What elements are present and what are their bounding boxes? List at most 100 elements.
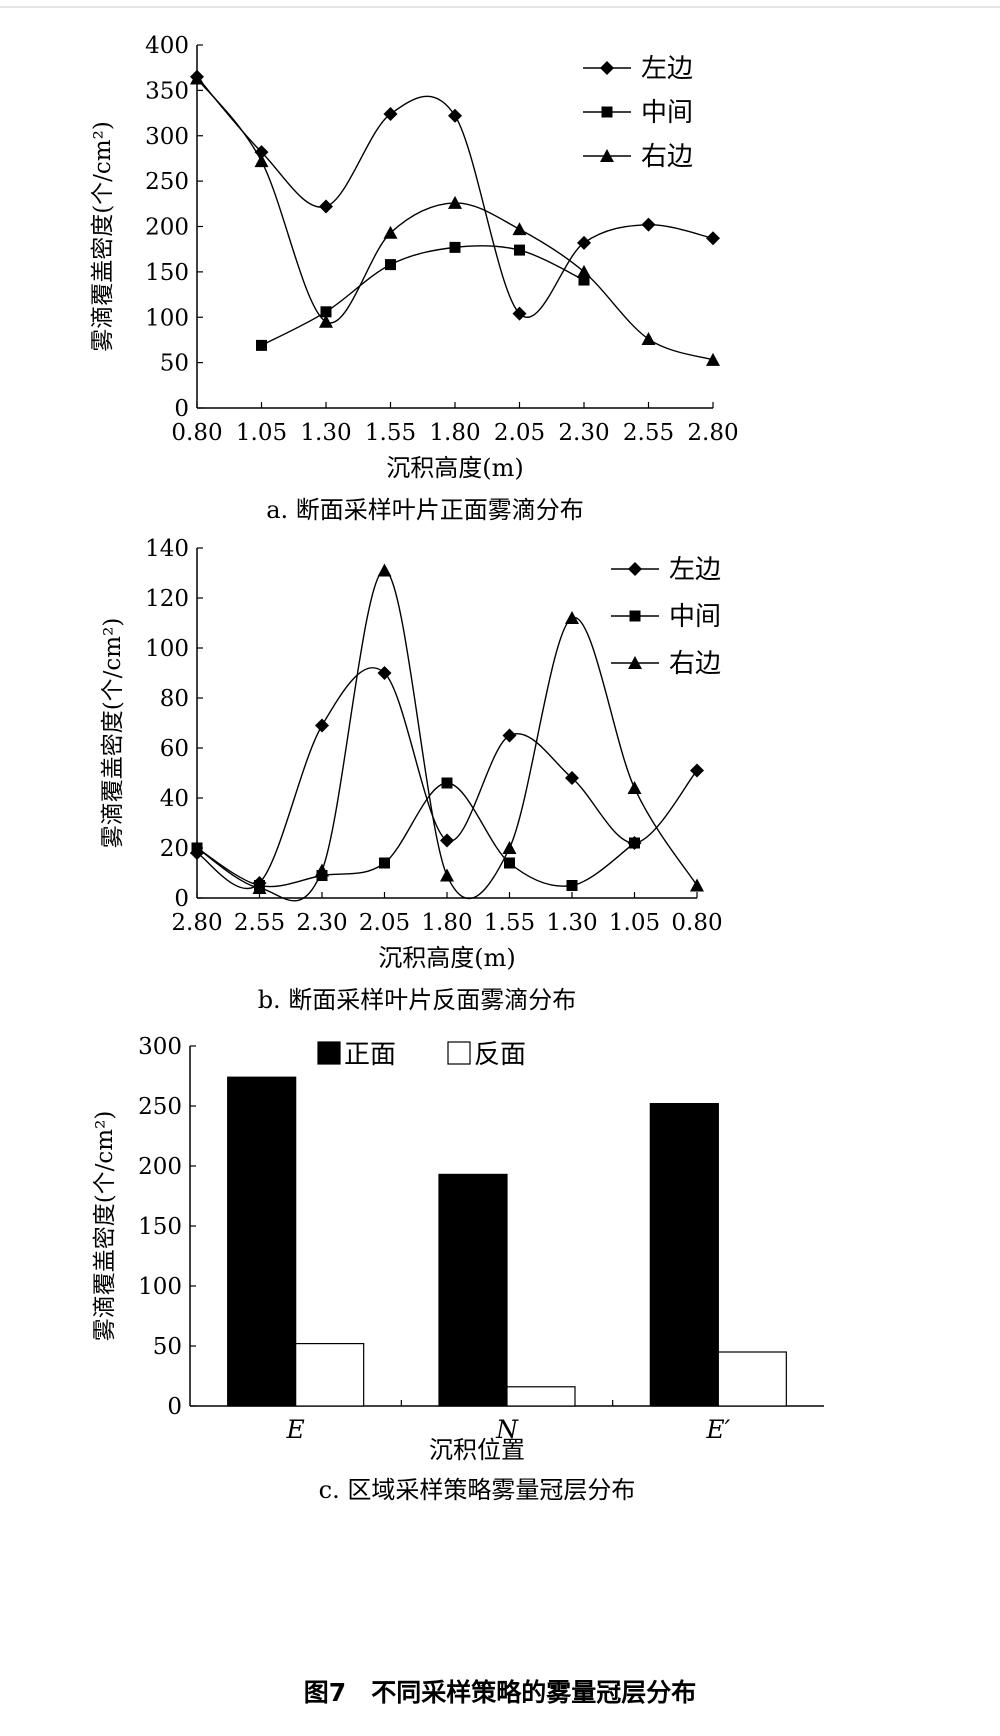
y-tick-label: 300 [145, 124, 189, 150]
x-tick-label: 1.55 [484, 910, 535, 936]
y-tick-label: 0 [167, 1394, 182, 1420]
data-point [629, 837, 640, 849]
x-tick-label: 1.30 [300, 420, 351, 446]
data-point [641, 332, 656, 345]
data-point [254, 154, 269, 168]
chart-2: 0 50 100 150 200 250 300 E N E′ 沉积位置 c. 区域采样策略雾量冠层分… [92, 1034, 824, 1504]
x-tick-label: 1.80 [429, 420, 480, 446]
legend-label: 正面 [344, 1040, 396, 1070]
chart-caption: c. 区域采样策略雾量冠层分布 [319, 1476, 636, 1504]
legend-marker [600, 61, 614, 75]
y-tick-label: 200 [145, 215, 189, 241]
y-tick-label: 150 [145, 260, 189, 286]
x-tick-label: 2.30 [296, 910, 347, 936]
y-tick-label: 60 [160, 736, 189, 762]
data-point [440, 833, 454, 848]
data-point [565, 611, 579, 624]
legend-swatch [447, 1041, 471, 1065]
series-line-2 [196, 569, 698, 902]
legend-marker [628, 656, 642, 669]
x-tick-label: 2.05 [494, 420, 545, 446]
top-divider [0, 6, 1000, 8]
x-tick-label: 2.80 [171, 910, 222, 936]
data-point [514, 244, 525, 256]
y-tick-label: 40 [160, 786, 189, 812]
legend-marker [601, 106, 613, 118]
data-point [627, 781, 642, 794]
legend-label: 右边 [669, 649, 721, 679]
y-tick-label: 0 [174, 886, 189, 912]
x-tick-label: 2.55 [234, 910, 285, 936]
bar-back [717, 1351, 787, 1407]
legend-swatch [317, 1041, 341, 1065]
y-tick-label: 120 [145, 586, 189, 612]
x-tick-label: 1.30 [546, 910, 597, 936]
data-point [706, 352, 720, 366]
data-point [566, 880, 578, 891]
data-point [448, 195, 462, 209]
y-axis-label: 雾滴覆盖密度(个/cm²) [90, 121, 116, 352]
series-line-0 [196, 667, 698, 890]
data-point [706, 231, 720, 246]
y-tick-label: 80 [160, 686, 189, 712]
data-point [690, 878, 704, 892]
legend-label: 中间 [641, 98, 693, 128]
y-tick-label: 50 [153, 1334, 182, 1360]
data-point [440, 868, 454, 882]
x-tick-label: E [286, 1415, 305, 1444]
y-axis-label: 雾滴覆盖密度(个/cm²) [92, 1111, 118, 1342]
chart-0: 0 50 100 150 200 250 300 350 400 0.80 1.05 1.30 1.55… [90, 33, 739, 524]
data-point [379, 857, 390, 869]
data-point [448, 108, 462, 123]
data-point [315, 718, 329, 733]
x-tick-label: 1.80 [421, 910, 472, 936]
x-axis-label: 沉积高度(m) [378, 944, 515, 972]
y-tick-label: 50 [160, 351, 189, 377]
legend-marker [628, 562, 642, 576]
data-point [690, 763, 704, 778]
data-point [512, 222, 527, 236]
data-point [512, 306, 527, 321]
bar-front [649, 1102, 719, 1407]
data-point [383, 225, 398, 239]
legend-marker [629, 610, 641, 622]
bar-front [438, 1173, 508, 1407]
chart-caption: a. 断面采样叶片正面雾滴分布 [266, 496, 584, 524]
data-point [252, 881, 267, 894]
bar-front [227, 1076, 297, 1407]
data-point [502, 728, 517, 743]
data-point [320, 306, 332, 318]
y-tick-label: 100 [145, 636, 189, 662]
bar-back [295, 1342, 365, 1407]
x-tick-label: N [495, 1415, 519, 1444]
data-point [441, 777, 453, 789]
x-tick-label: E′ [705, 1415, 730, 1444]
data-point [577, 235, 591, 250]
x-tick-label: 2.55 [623, 420, 674, 446]
y-tick-label: 200 [138, 1154, 182, 1180]
legend-label: 右边 [641, 142, 693, 172]
data-point [383, 106, 398, 121]
y-tick-label: 250 [138, 1094, 182, 1120]
series-line-1 [261, 245, 585, 347]
y-tick-label: 300 [138, 1034, 182, 1060]
x-tick-label: 2.05 [359, 910, 410, 936]
data-point [502, 841, 517, 854]
data-point [256, 339, 267, 351]
data-point [315, 863, 329, 877]
legend-label: 左边 [669, 555, 721, 585]
data-point [377, 666, 392, 680]
data-point [319, 314, 333, 328]
series-line-1 [196, 782, 635, 888]
legend-label: 反面 [474, 1040, 526, 1070]
x-tick-label: 1.05 [609, 910, 660, 936]
y-tick-label: 400 [145, 33, 189, 59]
y-tick-label: 20 [160, 836, 189, 862]
y-tick-label: 350 [145, 78, 189, 104]
bar-back [506, 1386, 576, 1407]
data-point [377, 563, 392, 577]
y-axis-label: 雾滴覆盖密度(个/cm²) [100, 618, 126, 849]
data-point [190, 71, 204, 85]
data-point [385, 259, 396, 271]
